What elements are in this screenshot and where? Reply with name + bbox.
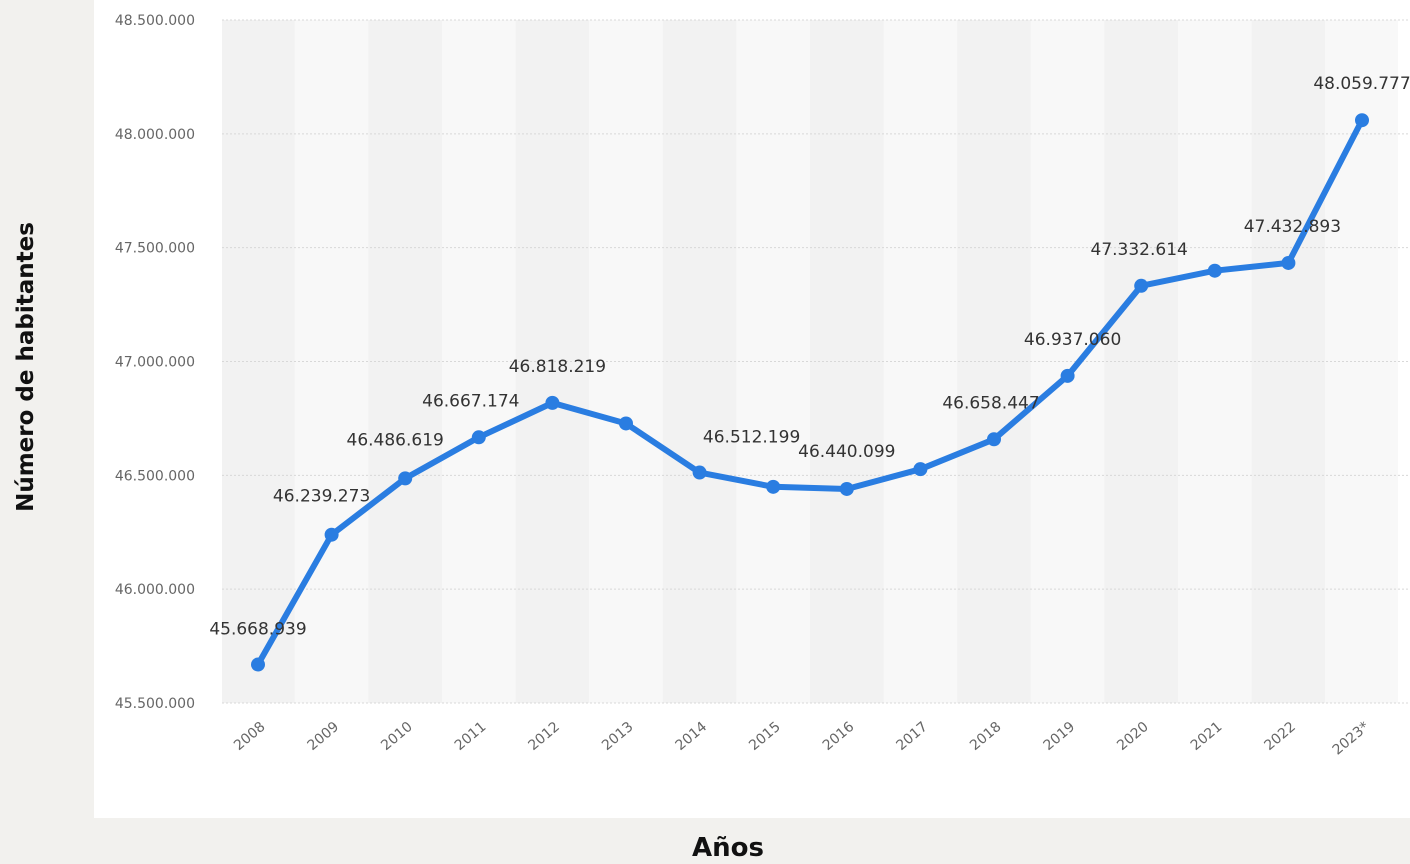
data-point — [1207, 263, 1222, 278]
series-population — [255, 117, 1365, 668]
column-band — [1104, 20, 1178, 703]
column-band — [736, 20, 810, 703]
column-band — [1325, 20, 1398, 703]
data-point — [471, 430, 486, 445]
data-point — [1355, 113, 1369, 128]
y-tick-label: 48.500.000 — [115, 13, 195, 29]
data-point — [987, 432, 1001, 447]
y-tick-label: 48.000.000 — [115, 127, 195, 143]
data-point — [766, 479, 781, 494]
gridlines — [222, 19, 1410, 704]
data-label: 46.818.219 — [509, 357, 606, 377]
data-point — [839, 481, 854, 496]
data-label: 46.239.273 — [273, 487, 370, 507]
data-point — [619, 416, 633, 431]
data-label: 48.059.777 — [1313, 74, 1410, 94]
y-tick-label: 47.000.000 — [115, 355, 195, 371]
data-label: 46.667.174 — [422, 391, 519, 411]
data-label: 46.486.619 — [347, 430, 444, 450]
y-tick-label: 46.500.000 — [115, 468, 195, 484]
y-tick-label: 46.000.000 — [115, 582, 195, 598]
data-label: 46.512.199 — [703, 428, 800, 448]
data-point — [251, 657, 265, 672]
data-label: 47.432.893 — [1244, 217, 1341, 237]
y-axis-title: Número de habitantes — [13, 222, 39, 512]
data-points — [251, 113, 1369, 672]
data-label: 46.658.447 — [942, 393, 1039, 413]
y-tick-labels: 45.500.000 46.000.000 46.500.000 47.000.000… — [115, 13, 195, 712]
data-point — [1281, 255, 1296, 270]
data-label: 47.332.614 — [1091, 240, 1188, 260]
data-point — [692, 465, 707, 480]
x-axis-title: Años — [692, 833, 764, 863]
data-label: 46.440.099 — [798, 442, 895, 462]
y-tick-label: 47.500.000 — [115, 241, 195, 257]
data-point — [324, 527, 339, 542]
series-line — [255, 117, 1365, 668]
y-tick-label: 45.500.000 — [115, 696, 195, 712]
data-point — [1134, 278, 1149, 293]
data-point — [913, 462, 928, 477]
data-point — [545, 395, 560, 410]
data-point — [398, 471, 413, 486]
data-label: 46.937.060 — [1024, 330, 1121, 350]
data-label: 45.668.939 — [209, 620, 306, 640]
data-point — [1060, 368, 1075, 383]
column-band — [368, 20, 442, 703]
data-labels: 45.668.939 46.239.273 46.486.619 46.667.174… — [209, 74, 1410, 639]
